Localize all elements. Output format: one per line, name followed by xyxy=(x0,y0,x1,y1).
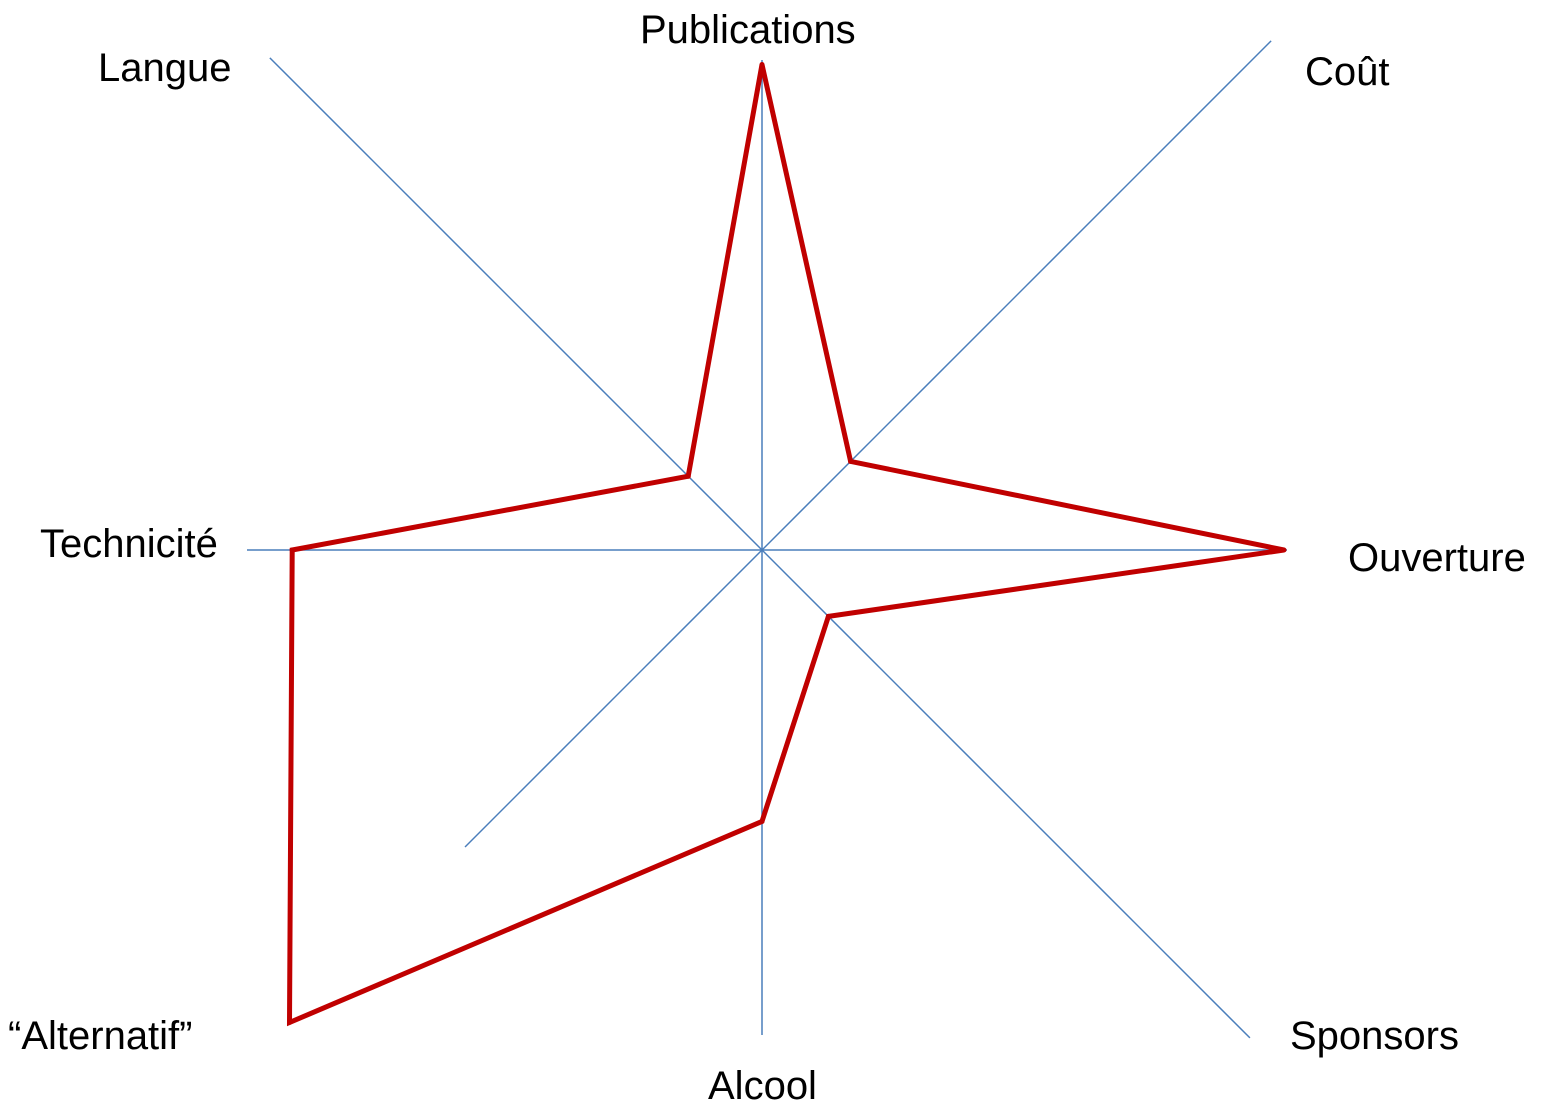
axis-label-publications: Publications xyxy=(640,8,856,52)
axis-label-cout: Coût xyxy=(1305,50,1390,94)
axis-line-langue xyxy=(269,57,763,551)
axes-group xyxy=(247,40,1287,1039)
data-point-alternatif xyxy=(287,1020,292,1025)
data-point-langue xyxy=(685,473,691,479)
axis-label-langue: Langue xyxy=(98,46,232,90)
axis-label-alcool: Alcool xyxy=(708,1064,817,1104)
data-point-publications xyxy=(759,62,765,67)
axis-line-sponsors xyxy=(761,549,1251,1039)
axis-line-alternatif xyxy=(464,549,763,848)
axis-label-ouverture: Ouverture xyxy=(1348,536,1526,580)
data-point-sponsors xyxy=(825,613,831,619)
data-point-technicite xyxy=(289,547,295,553)
data-point-ouverture xyxy=(1281,547,1287,553)
series-group xyxy=(286,62,1287,1027)
data-point-alcool xyxy=(759,818,765,824)
data-point-cout xyxy=(848,458,854,464)
axis-label-technicite: Technicité xyxy=(40,522,218,566)
axis-line-cout xyxy=(761,40,1272,551)
axis-label-alternatif: “Alternatif” xyxy=(8,1014,193,1058)
axis-label-sponsors: Sponsors xyxy=(1290,1014,1459,1058)
series-outline-0 xyxy=(286,63,1285,1027)
